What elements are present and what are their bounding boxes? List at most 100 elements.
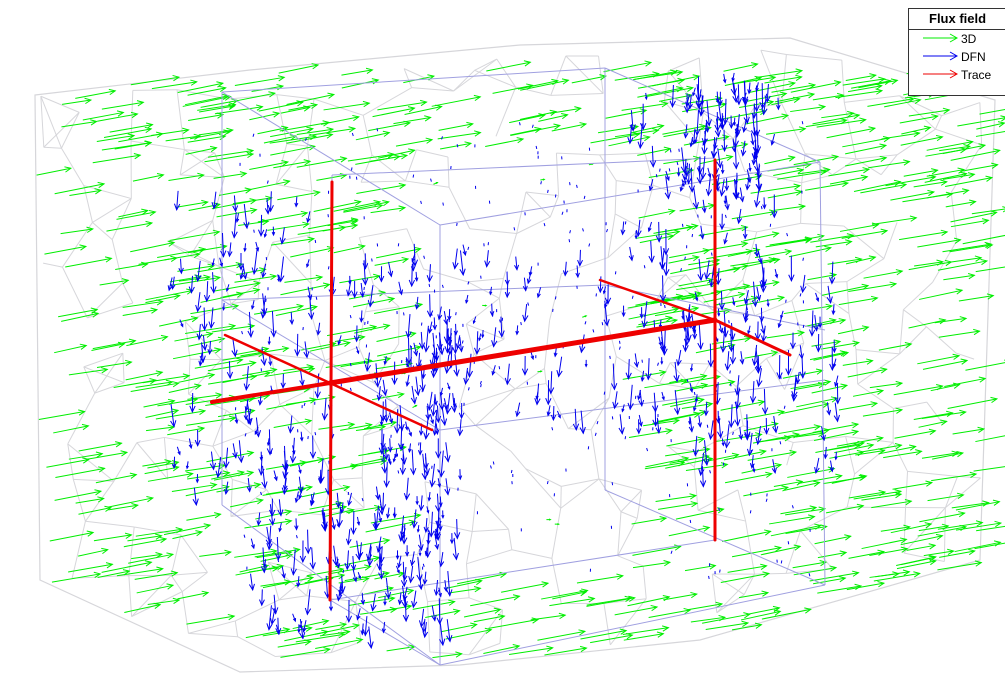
flux-3d-arrow-head [584,315,588,318]
flux-dfn-arrow [778,317,783,328]
mesh-edge [801,174,833,184]
flux-3d-arrow-head [804,237,813,244]
flux-dfn-arrow-head [261,481,268,489]
flux-3d-arrow-head [955,288,964,295]
flux-dfn-arrow [698,258,702,281]
flux-3d-arrow-head [686,85,694,92]
flux-3d-arrow-head [966,139,974,146]
flux-dfn-arrow [489,286,493,295]
flux-3d-arrow [705,622,749,631]
flux-3d-arrow [766,128,806,135]
flux-dfn-arrow [300,370,304,386]
trace-line [713,318,792,357]
flux-3d-arrow-head [893,179,902,186]
flux-3d-arrow-head [699,373,708,380]
flux-3d-arrow-head [235,261,244,269]
flux-dfn-arrow [429,321,433,333]
flux-dfn-arrow [333,545,337,566]
flux-dfn-dot [718,507,720,511]
flux-dfn-arrow [438,598,441,624]
flux-dfn-arrow-head [266,542,273,551]
flux-3d-arrow [571,75,606,84]
flux-dfn-arrow-head [676,172,681,177]
flux-3d-arrow [955,522,1001,531]
flux-dfn-arrow-head [577,259,583,267]
flux-3d-arrow-head [777,409,786,416]
flux-3d-arrow-head [986,293,995,300]
flux-dfn-arrow-head [700,172,707,180]
flux-dfn-arrow [369,546,372,566]
flux-dfn-dot [786,232,789,237]
flux-3d-arrow [457,573,506,585]
mesh-edge [278,572,312,601]
flux-dfn-arrow-head [698,109,705,117]
flux-3d-arrow-head [884,78,892,85]
flux-3d-arrow [860,183,907,194]
flux-dfn-arrow-head [419,384,426,393]
flux-dfn-arrow [210,451,215,470]
flux-3d-arrow [44,245,86,255]
flux-3d-arrow [670,398,704,408]
flux-dfn-arrow-head [522,285,528,292]
flux-3d-arrow [861,538,907,550]
flux-dfn-arrow-head [196,333,203,341]
flux-dfn-arrow-head [705,188,713,197]
flux-3d-arrow-head [793,544,802,551]
mesh-edge [359,228,407,239]
flux-dfn-dot [241,330,244,335]
flux-3d-arrow-head [239,171,248,178]
flux-dfn-arrow [630,110,634,131]
flux-3d-arrow [633,71,683,81]
flux-3d-arrow-head [348,126,357,133]
flux-dfn-dot [808,573,811,577]
flux-3d-arrow [796,397,838,408]
flux-dfn-arrow [425,518,428,532]
flux-dfn-dot [327,266,330,270]
flux-3d-arrow-head [624,595,633,602]
mesh-edge [941,102,981,117]
flux-dfn-arrow-head [535,395,539,400]
flux-3d-arrow [623,633,664,641]
flux-3d-arrow-head [702,454,710,461]
flux-3d-arrow-head [231,303,240,310]
flux-3d-arrow-head [378,290,387,297]
flux-dfn-arrow [317,322,321,335]
flux-dfn-arrow-head [741,96,749,105]
flux-dfn-arrow-head [717,431,724,439]
flux-dfn-arrow-head [696,176,703,185]
flux-3d-arrow [122,309,158,316]
mesh-edge [278,595,307,601]
flux-dfn-arrow-head [687,103,693,110]
flux-3d-arrow [903,169,938,177]
flux-3d-arrow-head [639,108,648,115]
flux-dfn-arrow [740,351,744,364]
flux-3d-arrow [760,545,801,556]
flux-3d-arrow [605,109,647,119]
flux-dfn-arrow-head [639,313,644,319]
flux-dfn-arrow-head [395,555,400,560]
flux-3d-arrow-head [146,122,154,129]
flux-3d-arrow-head [902,569,911,576]
flux-3d-arrow-head [531,617,540,624]
flux-dfn-arrow [831,261,834,284]
flux-3d-arrow [552,591,587,600]
flux-dfn-arrow-head [453,330,458,336]
flux-dfn-dot [480,384,482,388]
flux-dfn-arrow [420,370,424,391]
flux-dfn-arrow [411,551,415,566]
flux-dfn-arrow [429,294,431,317]
flux-3d-arrow [743,486,788,497]
flux-3d-arrow [926,141,973,151]
flux-3d-arrow [586,597,632,606]
flux-3d-arrow-head [397,391,405,399]
flux-3d-arrow-head [824,245,833,253]
mesh-edge [355,601,362,642]
flux-3d-arrow-head [404,603,413,611]
flux-dfn-arrow-head [723,200,727,205]
flux-3d-arrow-head [246,470,255,477]
flux-dfn-arrow [385,577,390,599]
mesh-edge [883,222,898,259]
flux-3d-arrow-head [952,353,961,360]
flux-dfn-dot [576,184,578,188]
flux-3d-arrow [809,351,847,361]
